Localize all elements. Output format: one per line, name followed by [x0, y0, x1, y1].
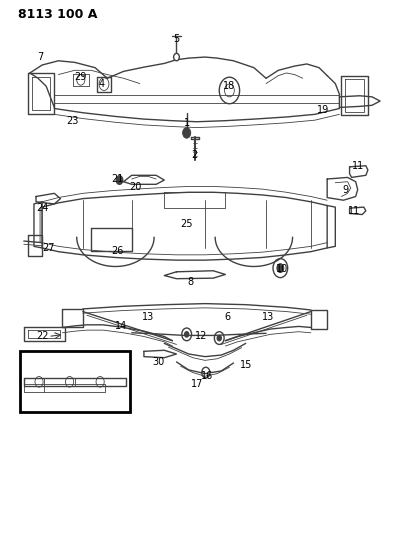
Text: 20: 20: [129, 182, 142, 192]
Text: 21: 21: [111, 174, 124, 184]
Text: 29: 29: [74, 72, 87, 82]
Text: 16: 16: [200, 372, 213, 381]
Text: 28: 28: [34, 386, 46, 396]
Text: 4: 4: [98, 78, 104, 88]
Text: 12: 12: [194, 332, 207, 342]
Text: 19: 19: [316, 105, 328, 115]
Text: 8113 100 A: 8113 100 A: [18, 8, 97, 21]
Text: 25: 25: [180, 219, 193, 229]
Text: 18: 18: [223, 81, 235, 91]
Text: 11: 11: [347, 206, 359, 216]
Text: 1: 1: [183, 118, 189, 128]
Text: 17: 17: [190, 379, 202, 389]
Text: 11: 11: [351, 161, 363, 171]
Circle shape: [276, 264, 283, 272]
Text: 8: 8: [187, 277, 193, 287]
Circle shape: [116, 176, 122, 184]
Text: 24: 24: [36, 203, 48, 213]
Text: 13: 13: [142, 312, 154, 322]
Text: 27: 27: [42, 243, 54, 253]
Text: 2: 2: [191, 150, 198, 160]
Text: 26: 26: [111, 246, 124, 256]
Text: 13: 13: [261, 312, 274, 322]
Circle shape: [217, 335, 221, 341]
Circle shape: [182, 127, 190, 138]
Circle shape: [173, 53, 179, 61]
Text: 10: 10: [276, 264, 288, 274]
Text: 9: 9: [342, 184, 348, 195]
Text: 14: 14: [115, 321, 127, 331]
Text: 6: 6: [224, 312, 230, 322]
Text: 5: 5: [173, 34, 179, 44]
Text: 30: 30: [152, 357, 164, 367]
Text: 15: 15: [239, 360, 251, 369]
Bar: [20, 351, 129, 413]
Text: 22: 22: [36, 332, 48, 342]
Text: 7: 7: [37, 52, 43, 62]
Text: 23: 23: [66, 116, 79, 126]
Circle shape: [184, 332, 188, 337]
